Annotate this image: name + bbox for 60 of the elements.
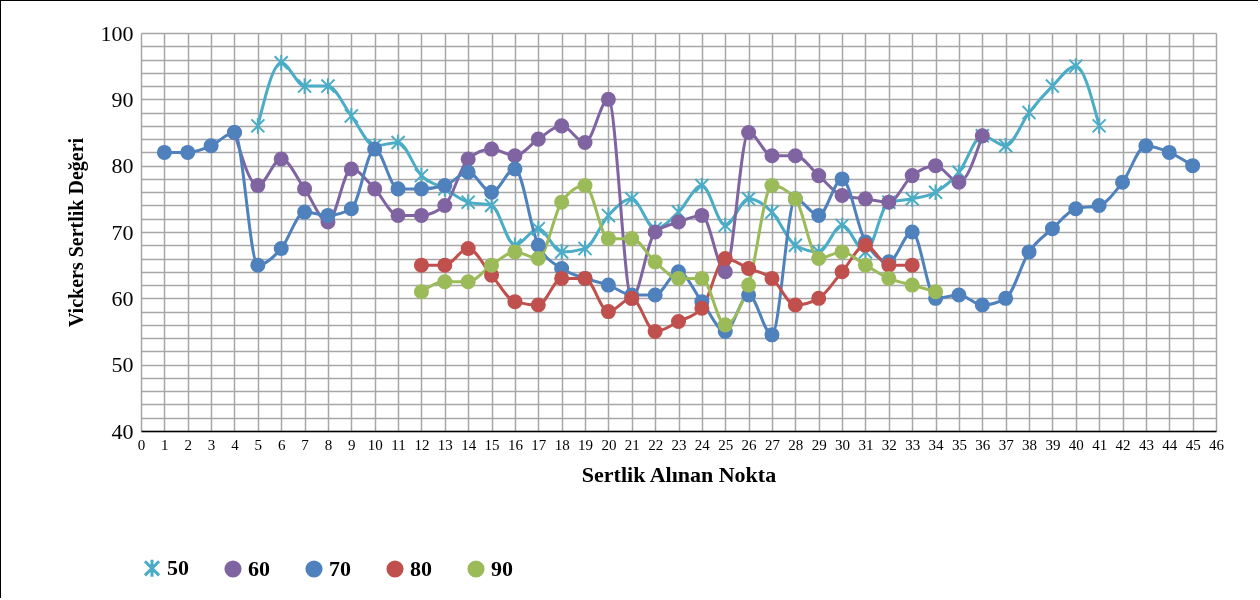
x-tick-label: 14 bbox=[461, 436, 477, 453]
x-tick-label: 11 bbox=[391, 436, 406, 453]
x-tick-label: 31 bbox=[858, 436, 874, 453]
x-tick-label: 28 bbox=[788, 436, 804, 453]
legend-label: 80 bbox=[410, 555, 432, 581]
x-tick-label: 24 bbox=[694, 436, 711, 453]
x-tick-label: 32 bbox=[881, 436, 897, 453]
x-tick-label: 45 bbox=[1185, 436, 1201, 453]
x-tick-label: 46 bbox=[1209, 436, 1225, 453]
x-tick-label: 15 bbox=[484, 436, 500, 453]
x-tick-label: 5 bbox=[254, 436, 263, 453]
legend-label: 60 bbox=[248, 555, 270, 581]
x-tick-label: 34 bbox=[928, 436, 945, 453]
x-tick-label: 3 bbox=[207, 436, 216, 453]
x-tick-label: 44 bbox=[1162, 436, 1178, 453]
legend-label: 50 bbox=[167, 555, 189, 581]
legend-label: 70 bbox=[329, 555, 351, 581]
y-axis-title: Vickers Sertlik Değeri bbox=[64, 137, 88, 328]
x-axis-title: Sertlik Alınan Nokta bbox=[581, 461, 777, 487]
x-tick-label: 12 bbox=[414, 436, 430, 453]
x-tick-label: 27 bbox=[764, 436, 781, 453]
x-tick-label: 29 bbox=[811, 436, 827, 453]
x-tick-label: 4 bbox=[231, 436, 240, 453]
x-tick-label: 6 bbox=[277, 436, 286, 453]
x-tick-label: 43 bbox=[1138, 436, 1154, 453]
x-tick-label: 26 bbox=[741, 436, 758, 453]
x-tick-label: 22 bbox=[648, 436, 664, 453]
x-tick-label: 0 bbox=[137, 436, 146, 453]
x-tick-label: 42 bbox=[1115, 436, 1131, 453]
x-tick-label: 18 bbox=[554, 436, 570, 453]
y-tick-label: 80 bbox=[111, 153, 134, 179]
y-tick-label: 100 bbox=[100, 20, 134, 46]
x-tick-label: 25 bbox=[718, 436, 734, 453]
x-tick-label: 38 bbox=[1022, 436, 1038, 453]
x-tick-label: 1 bbox=[161, 436, 169, 453]
x-tick-label: 37 bbox=[998, 436, 1015, 453]
x-tick-label: 21 bbox=[624, 436, 640, 453]
x-tick-label: 10 bbox=[367, 436, 383, 453]
x-tick-label: 33 bbox=[905, 436, 921, 453]
x-tick-label: 13 bbox=[437, 436, 453, 453]
x-tick-label: 40 bbox=[1068, 436, 1084, 453]
x-tick-label: 30 bbox=[835, 436, 851, 453]
y-tick-label: 50 bbox=[111, 352, 134, 378]
x-tick-label: 8 bbox=[324, 436, 333, 453]
x-tick-label: 9 bbox=[348, 436, 356, 453]
x-tick-label: 16 bbox=[507, 436, 524, 453]
x-tick-label: 39 bbox=[1045, 436, 1061, 453]
y-tick-label: 70 bbox=[111, 219, 134, 245]
x-tick-label: 36 bbox=[975, 436, 991, 453]
x-tick-label: 2 bbox=[184, 436, 192, 453]
x-tick-label: 41 bbox=[1092, 436, 1108, 453]
x-tick-label: 20 bbox=[601, 436, 617, 453]
y-tick-label: 90 bbox=[111, 86, 134, 112]
legend-label: 90 bbox=[491, 555, 513, 581]
y-tick-label: 60 bbox=[111, 285, 134, 311]
x-tick-label: 7 bbox=[301, 436, 310, 453]
x-tick-label: 35 bbox=[951, 436, 967, 453]
x-tick-label: 19 bbox=[578, 436, 594, 453]
x-tick-label: 17 bbox=[531, 436, 547, 453]
x-tick-label: 23 bbox=[671, 436, 687, 453]
